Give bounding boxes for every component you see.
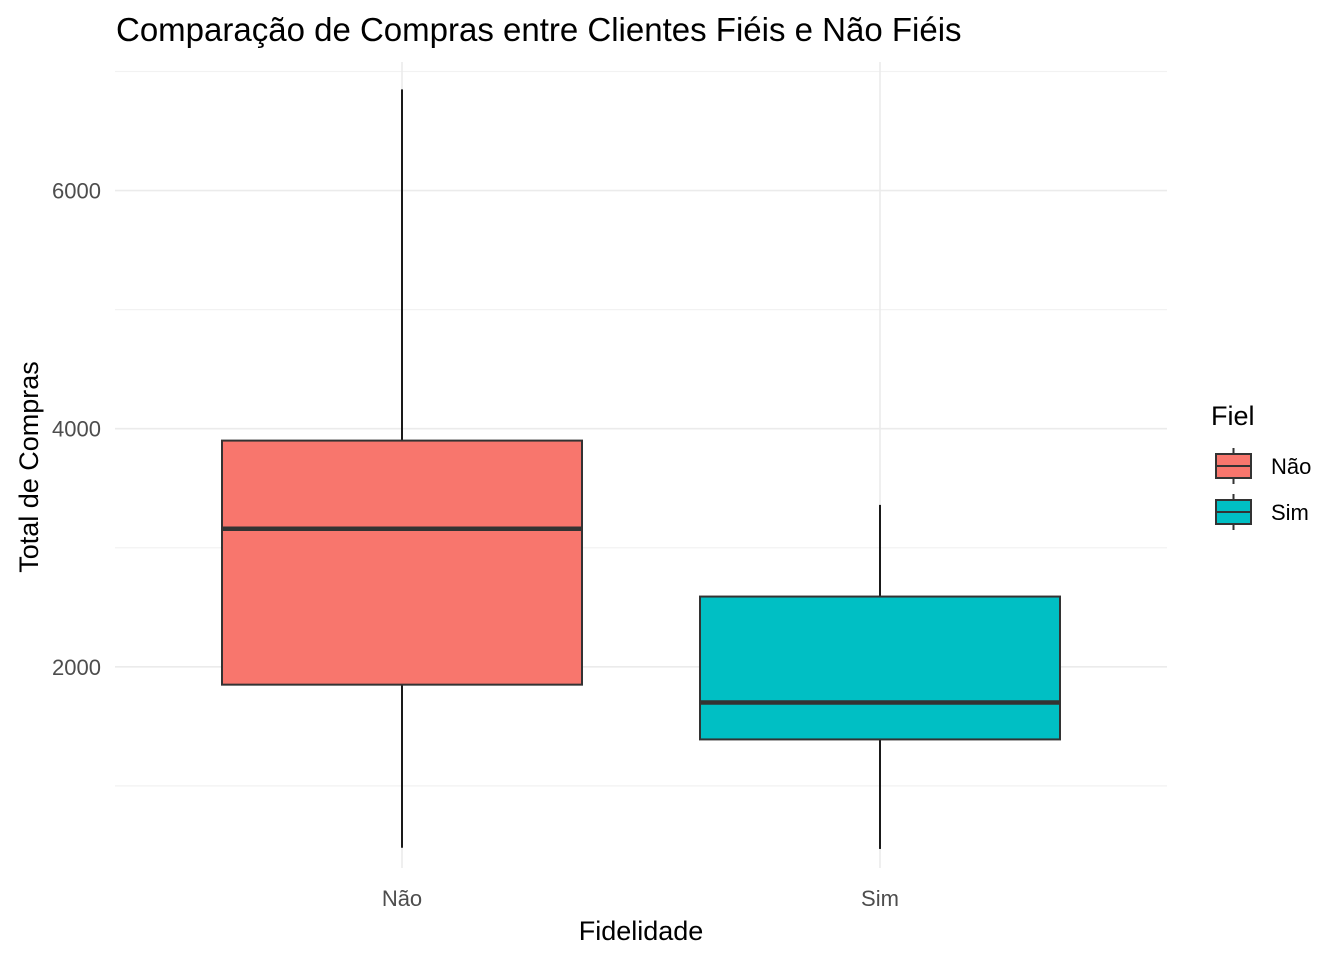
legend: Fiel Não Sim (1211, 401, 1311, 530)
legend-entry: Sim (1215, 494, 1309, 530)
x-tick-label: Sim (861, 886, 899, 911)
y-tick-label: 4000 (52, 417, 101, 442)
y-tick-label: 2000 (52, 655, 101, 680)
box-iqr (221, 439, 583, 686)
y-axis-title: Total de Compras (14, 361, 44, 573)
box-nao (221, 89, 583, 848)
x-tick-label: Não (382, 886, 422, 911)
box-sim (699, 504, 1061, 849)
legend-label: Não (1271, 454, 1311, 479)
chart-title: Comparação de Compras entre Clientes Fié… (116, 11, 962, 48)
tick-layer: 2000 4000 6000 Não Sim (52, 179, 899, 911)
legend-entry: Não (1215, 448, 1311, 484)
box-layer (221, 89, 1061, 849)
x-axis-title: Fidelidade (579, 916, 704, 946)
legend-title: Fiel (1211, 401, 1255, 431)
legend-label: Sim (1271, 500, 1309, 525)
y-tick-label: 6000 (52, 179, 101, 204)
box-iqr (699, 595, 1061, 741)
